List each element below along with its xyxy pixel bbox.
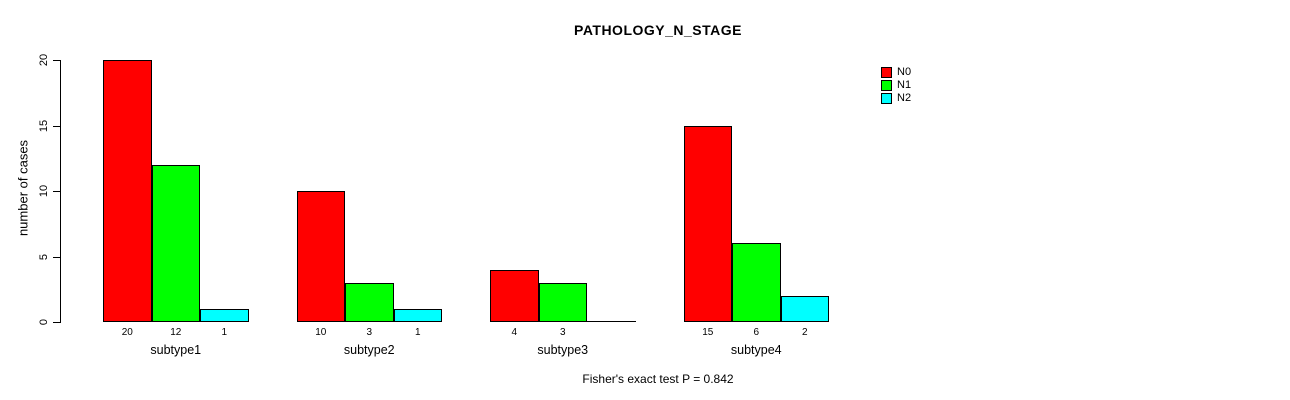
bar-value-label-subtype2-N0: 10 [315,327,327,338]
bar-value-label-subtype4-N2: 2 [801,327,808,338]
bar-subtype2-N0 [296,191,345,322]
bar-subtype1-N2 [200,308,249,322]
legend-label-N0: N0 [897,66,912,78]
bar-value-label-subtype3-N1: 3 [559,327,566,338]
category-label-subtype1: subtype1 [150,343,202,357]
bar-value-label-subtype3-N0: 4 [511,327,518,338]
bar-subtype4-N1 [732,243,781,322]
y-axis-tick [53,125,60,127]
bar-value-label-subtype1-N1: 12 [170,327,182,338]
bar-value-label-subtype4-N0: 15 [702,327,714,338]
category-label-subtype2: subtype2 [343,343,395,357]
legend-row-N0: N0 [881,66,911,79]
y-axis-tick-label: 15 [38,119,50,132]
footnote-text: Fisher's exact test P = 0.842 [582,372,734,386]
legend-swatch-N1 [881,80,892,91]
bar-value-label-subtype1-N2: 1 [221,327,228,338]
bar-value-label-subtype2-N2: 1 [414,327,421,338]
legend-row-N2: N2 [881,92,911,105]
y-axis-tick-label: 10 [38,184,50,198]
bar-subtype3-N2 [587,321,636,322]
bar-value-label-subtype1-N0: 20 [121,327,133,338]
bar-subtype1-N0 [103,60,152,322]
bar-subtype1-N1 [151,164,200,322]
y-axis-tick-label: 0 [38,318,50,326]
legend-label-N1: N1 [897,79,912,91]
y-axis-tick [53,191,60,192]
bar-subtype4-N2 [780,295,829,322]
bar-subtype2-N2 [393,308,442,322]
legend-row-N1: N1 [881,79,911,92]
bar-value-label-subtype2-N1: 3 [366,327,373,338]
bar-subtype4-N0 [683,125,732,322]
legend-swatch-N0 [881,67,892,78]
y-axis-line [60,60,61,323]
category-label-subtype4: subtype4 [730,343,782,357]
y-axis-label: number of cases [15,139,31,237]
y-axis-tick-label: 20 [38,53,50,67]
legend: N0 N1 N2 [881,66,911,105]
bar-subtype3-N1 [538,282,587,322]
y-axis-tick-label: 5 [38,253,50,260]
y-axis-tick [53,256,60,258]
category-label-subtype3: subtype3 [537,343,589,357]
bar-value-label-subtype4-N1: 6 [753,327,760,338]
y-axis-tick [53,60,60,61]
chart-title: PATHOLOGY_N_STAGE [574,22,742,38]
legend-swatch-N2 [881,93,892,104]
bar-subtype2-N1 [345,282,394,322]
legend-label-N2: N2 [897,92,912,104]
y-axis-tick [53,322,60,323]
bar-subtype3-N0 [490,269,539,322]
